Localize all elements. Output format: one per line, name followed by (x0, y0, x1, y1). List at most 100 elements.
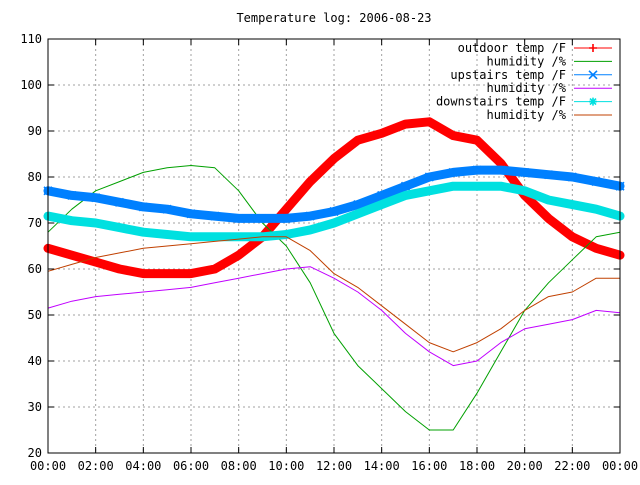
data-point (91, 219, 100, 227)
legend-label: humidity /% (487, 108, 567, 122)
data-point (114, 197, 125, 207)
data-point (567, 172, 577, 182)
data-point (473, 136, 481, 145)
y-tick-label: 70 (28, 216, 42, 230)
data-point (329, 206, 339, 217)
data-point (520, 167, 530, 177)
data-point (91, 193, 101, 203)
legend-entry: humidity /% (487, 81, 612, 95)
data-point (449, 182, 458, 191)
data-point (400, 181, 411, 191)
data-point (306, 177, 315, 186)
series-5 (43, 181, 625, 242)
data-point (472, 165, 482, 175)
data-point (543, 170, 554, 180)
data-point (353, 136, 362, 145)
data-point (473, 182, 481, 191)
x-tick-label: 20:00 (507, 459, 543, 473)
legend-label: humidity /% (487, 54, 567, 68)
data-point (544, 196, 553, 204)
data-point (67, 216, 76, 225)
data-point (377, 129, 386, 138)
series-group (43, 117, 625, 431)
data-point (234, 251, 243, 260)
series-6 (47, 236, 621, 353)
y-tick-label: 20 (28, 446, 42, 460)
data-point (425, 186, 434, 195)
data-point (162, 204, 172, 214)
x-tick-label: 18:00 (459, 459, 495, 473)
x-tick-label: 14:00 (364, 459, 400, 473)
data-point (281, 213, 291, 223)
data-point (496, 182, 505, 191)
data-point (282, 230, 291, 239)
data-point (591, 177, 601, 187)
x-tick-label: 10:00 (268, 459, 304, 473)
y-tick-label: 110 (20, 32, 42, 46)
data-point (592, 205, 601, 214)
data-point (257, 213, 268, 223)
data-point (568, 232, 577, 241)
data-point (67, 190, 77, 200)
data-point (448, 167, 458, 177)
data-point (425, 117, 434, 126)
x-tick-label: 04:00 (125, 459, 161, 473)
data-point (138, 202, 148, 212)
legend-marker (589, 44, 597, 52)
x-tick-label: 16:00 (411, 459, 447, 473)
y-tick-label: 100 (20, 78, 42, 92)
data-point (115, 223, 124, 232)
series-line (47, 266, 621, 367)
data-point (282, 205, 291, 214)
data-point (210, 232, 219, 241)
data-point (67, 251, 76, 260)
data-point (520, 186, 529, 195)
data-point (592, 244, 601, 253)
legend-label: upstairs temp /F (450, 68, 566, 82)
data-point (353, 200, 363, 210)
x-tick-label: 22:00 (554, 459, 590, 473)
data-point (401, 191, 410, 200)
data-point (163, 230, 172, 239)
y-tick-label: 60 (28, 262, 42, 276)
data-point (210, 265, 219, 273)
legend-marker (588, 70, 598, 80)
legend-entry: upstairs temp /F (450, 68, 612, 82)
y-tick-label: 90 (28, 124, 42, 138)
x-tick-label: 00:00 (602, 459, 638, 473)
data-point (377, 200, 386, 209)
x-tick-label: 06:00 (173, 459, 209, 473)
data-point (187, 269, 195, 278)
data-point (163, 269, 172, 278)
legend-entry: downstairs temp /F (436, 95, 612, 109)
y-tick-label: 30 (28, 400, 42, 414)
x-tick-label: 12:00 (316, 459, 352, 473)
series-line (47, 236, 621, 353)
x-tick-label: 08:00 (221, 459, 257, 473)
data-point (139, 228, 148, 237)
series-4 (47, 266, 621, 367)
data-point (544, 214, 553, 223)
data-point (91, 258, 100, 267)
y-tick-label: 50 (28, 308, 42, 322)
legend-label: outdoor temp /F (458, 41, 566, 55)
legend-entry: humidity /% (487, 108, 612, 122)
data-point (377, 190, 387, 200)
data-point (353, 209, 362, 218)
data-point (234, 213, 244, 223)
legend-entry: humidity /% (487, 54, 612, 68)
data-point (330, 219, 338, 227)
data-point (115, 265, 124, 273)
data-point (139, 269, 148, 278)
data-point (424, 172, 434, 182)
data-point (330, 154, 338, 163)
data-point (496, 165, 506, 175)
legend-marker (589, 97, 597, 106)
x-tick-label: 00:00 (30, 459, 66, 473)
data-point (568, 200, 577, 209)
y-tick-label: 80 (28, 170, 42, 184)
